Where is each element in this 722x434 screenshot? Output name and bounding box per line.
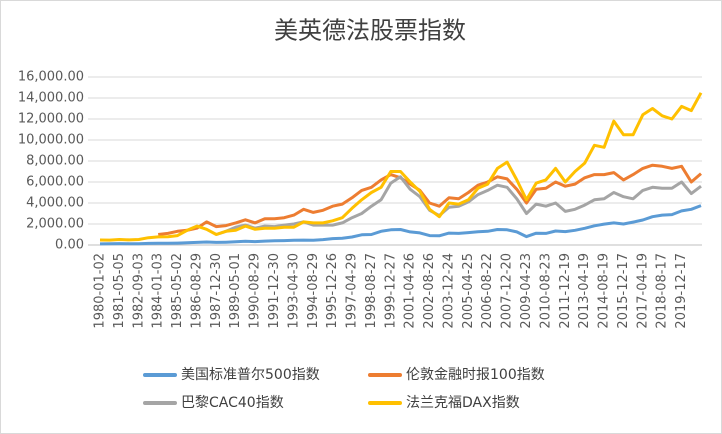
x-tick-label: 1999-12-27: [383, 253, 398, 329]
x-tick-label: 2017-04-19: [635, 253, 650, 329]
y-tick-label: 12,000.00: [18, 112, 84, 127]
x-tick-label: 1991-12-30: [267, 253, 282, 329]
x-tick-label: 1990-08-29: [248, 253, 263, 329]
legend-label: 美国标准普尔500指数: [181, 367, 320, 383]
x-tick-label: 1987-12-30: [209, 253, 224, 329]
y-tick-label: 0.00: [55, 238, 84, 253]
series-line: [158, 163, 702, 236]
legend-label: 法兰克福DAX指数: [406, 395, 520, 411]
x-tick-label: 1993-04-30: [286, 253, 301, 329]
chart-title: 美英德法股票指数: [274, 18, 466, 45]
y-tick-label: 8,000.00: [26, 154, 84, 169]
x-tick-label: 2019-12-17: [674, 253, 689, 329]
x-tick-label: 2007-12-20: [500, 253, 515, 329]
x-tick-label: 2002-08-26: [422, 253, 437, 329]
x-tick-label: 1994-08-29: [306, 253, 321, 329]
x-tick-label: 1998-08-27: [364, 253, 379, 329]
x-tick-label: 1980-01-02: [93, 253, 108, 329]
x-tick-label: 2001-04-26: [403, 253, 418, 329]
x-tick-label: 2009-04-23: [519, 253, 534, 329]
x-tick-label: 1985-05-02: [170, 253, 185, 329]
y-tick-label: 10,000.00: [18, 133, 84, 148]
x-tick-label: 2006-08-22: [480, 253, 495, 329]
x-tick-label: 2011-12-19: [558, 253, 573, 329]
x-tick-label: 1984-01-03: [151, 253, 166, 329]
legend-label: 巴黎CAC40指数: [181, 395, 284, 411]
x-tick-label: 1981-05-05: [112, 253, 127, 329]
x-tick-label: 2005-04-25: [461, 253, 476, 329]
x-tick-label: 2013-04-19: [577, 253, 592, 329]
y-tick-label: 14,000.00: [18, 91, 84, 106]
x-tick-label: 1997-04-29: [345, 253, 360, 329]
x-tick-label: 2003-12-24: [441, 253, 456, 329]
y-tick-label: 2,000.00: [26, 217, 84, 232]
x-tick-label: 1982-09-03: [131, 253, 146, 329]
series-line: [215, 175, 702, 236]
x-tick-label: 1986-08-29: [189, 253, 204, 329]
y-tick-label: 6,000.00: [26, 175, 84, 190]
y-tick-label: 4,000.00: [26, 196, 84, 211]
x-tick-label: 1995-12-26: [325, 253, 340, 329]
series-line: [99, 204, 702, 246]
x-tick-label: 2014-08-19: [597, 253, 612, 329]
x-tick-label: 1989-05-01: [228, 253, 243, 329]
series-line: [99, 92, 703, 242]
x-tick-label: 2018-08-17: [655, 253, 670, 329]
legend-label: 伦敦金融时报100指数: [406, 367, 545, 383]
y-tick-label: 16,000.00: [18, 70, 84, 85]
x-tick-label: 2010-08-23: [538, 253, 553, 329]
x-tick-label: 2015-12-17: [616, 253, 631, 329]
